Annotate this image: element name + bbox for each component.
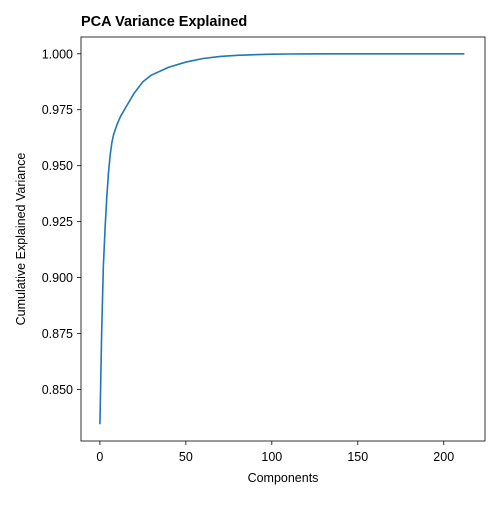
y-tick-label: 1.000 bbox=[42, 47, 73, 61]
x-tick-label: 50 bbox=[179, 450, 193, 464]
series-line bbox=[100, 54, 464, 424]
y-tick-label: 0.875 bbox=[42, 327, 73, 341]
y-tick-label: 0.925 bbox=[42, 215, 73, 229]
x-axis: 0 50 100 150 200 bbox=[96, 441, 454, 464]
x-tick-label: 100 bbox=[261, 450, 282, 464]
y-tick-label: 0.900 bbox=[42, 271, 73, 285]
y-axis: 0.850 0.875 0.900 0.925 0.950 0.975 1.000 bbox=[42, 47, 81, 397]
y-tick-label: 0.950 bbox=[42, 159, 73, 173]
y-axis-label: Cumulative Explained Variance bbox=[14, 153, 28, 326]
x-tick-label: 200 bbox=[433, 450, 454, 464]
x-tick-label: 150 bbox=[347, 450, 368, 464]
x-tick-label: 0 bbox=[96, 450, 103, 464]
y-tick-label: 0.850 bbox=[42, 383, 73, 397]
x-axis-label: Components bbox=[248, 471, 319, 485]
y-tick-label: 0.975 bbox=[42, 103, 73, 117]
plot-area bbox=[81, 37, 485, 441]
chart-title: PCA Variance Explained bbox=[81, 14, 247, 30]
series-layer bbox=[100, 54, 464, 424]
